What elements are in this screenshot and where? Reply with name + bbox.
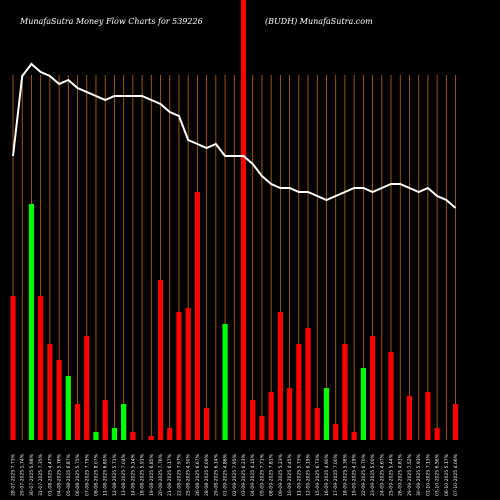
x-tick-label: 12-09-2025 6.19% bbox=[306, 453, 312, 496]
x-tick-label: 24-09-2025 4.67% bbox=[379, 453, 385, 496]
chart-subtitle: (BUDH) MunafaSutra.com bbox=[265, 17, 373, 26]
x-tick-label: 30-07-2025 5.98% bbox=[29, 453, 35, 496]
flow-bar bbox=[204, 408, 210, 440]
flow-bar bbox=[56, 360, 62, 440]
x-tick-label: 17-09-2025 7.00% bbox=[333, 453, 339, 496]
x-tick-label: 05-09-2025 7.71% bbox=[259, 453, 265, 496]
flow-bar bbox=[148, 436, 154, 440]
x-tick-label: 22-08-2025 7.97% bbox=[176, 453, 182, 496]
x-tick-label: 11-08-2025 6.80% bbox=[103, 453, 109, 496]
x-tick-label: 08-09-2025 7.81% bbox=[269, 453, 275, 496]
x-tick-label: 05-08-2025 6.87% bbox=[66, 453, 72, 496]
flow-bar bbox=[157, 280, 164, 440]
flow-bar bbox=[10, 296, 16, 440]
flow-bar bbox=[121, 404, 127, 440]
x-tick-label: 13-08-2025 7.04% bbox=[121, 453, 127, 496]
flow-bar bbox=[28, 204, 35, 440]
x-tick-label: 19-09-2025 4.29% bbox=[352, 453, 358, 496]
flow-bar bbox=[65, 376, 71, 440]
x-tick-label: 29-09-2025 7.52% bbox=[407, 453, 413, 496]
x-tick-label: 03-10-2025 6.56% bbox=[435, 453, 441, 496]
x-tick-label: 10-09-2025 4.45% bbox=[287, 453, 293, 496]
flow-bar bbox=[351, 432, 357, 440]
x-tick-label: 14-08-2025 5.14% bbox=[130, 453, 136, 496]
flow-bar bbox=[369, 336, 376, 440]
x-tick-label: 29-07-2025 1.74% bbox=[20, 453, 26, 496]
flow-bar bbox=[333, 424, 339, 440]
x-tick-label: 25-09-2025 5.44% bbox=[389, 453, 395, 496]
flow-bar bbox=[167, 428, 173, 440]
price-line bbox=[12, 62, 457, 209]
x-tick-label: 26-09-2025 4.81% bbox=[398, 453, 404, 496]
flow-bar bbox=[102, 400, 108, 440]
flow-bar bbox=[452, 404, 459, 440]
x-tick-label: 21-08-2025 6.17% bbox=[167, 453, 173, 496]
x-tick-label: 01-08-2025 4.47% bbox=[47, 453, 53, 496]
flow-bar bbox=[425, 392, 431, 440]
chart-title: MunafaSutra Money Flow Charts for 539226 bbox=[19, 17, 203, 26]
flow-bar bbox=[130, 432, 136, 440]
flow-bar bbox=[47, 344, 53, 440]
x-tick-label: 30-09-2025 5.93% bbox=[416, 453, 422, 496]
flow-bar bbox=[93, 432, 99, 440]
flow-bar bbox=[250, 400, 256, 440]
x-tick-label: 26-08-2025 6.67% bbox=[195, 453, 201, 496]
flow-bar bbox=[194, 192, 200, 440]
flow-bar bbox=[360, 368, 366, 440]
x-tick-label: 04-09-2025 4.15% bbox=[250, 453, 256, 496]
x-tick-label: 29-08-2025 6.14% bbox=[213, 453, 219, 496]
x-tick-label: 07-10-2025 4.06% bbox=[453, 453, 459, 496]
flow-bar bbox=[84, 336, 90, 440]
x-tick-label: 22-09-2025 6.70% bbox=[361, 453, 367, 496]
x-tick-label: 02-09-2025 7.95% bbox=[232, 453, 238, 496]
flow-bar bbox=[268, 392, 274, 440]
flow-bar bbox=[185, 308, 191, 440]
flow-bar bbox=[296, 344, 302, 440]
flow-bar bbox=[240, 0, 247, 440]
x-tick-label: 16-09-2025 4.90% bbox=[324, 453, 330, 496]
x-tick-label: 07-08-2025 7.79% bbox=[84, 453, 90, 496]
x-tick-label: 25-08-2025 4.50% bbox=[186, 453, 192, 496]
x-tick-label: 15-09-2025 6.73% bbox=[315, 453, 321, 496]
x-tick-label: 18-08-2025 5.91% bbox=[140, 453, 146, 496]
flow-bar bbox=[305, 328, 311, 440]
flow-bar bbox=[406, 396, 413, 440]
flow-bar bbox=[74, 404, 81, 440]
flow-bar bbox=[287, 388, 293, 440]
flow-bar bbox=[314, 408, 320, 440]
x-tick-label: 09-09-2025 5.23% bbox=[278, 453, 284, 496]
x-tick-label: 08-08-2025 8.07% bbox=[93, 453, 99, 496]
flow-bar bbox=[38, 296, 44, 440]
price-line-layer bbox=[12, 62, 457, 209]
x-tick-label: 28-07-2025 7.73% bbox=[11, 453, 17, 496]
x-tick-label: 18-09-2025 5.38% bbox=[342, 453, 348, 496]
flow-bar bbox=[176, 312, 182, 440]
x-tick-label: 28-08-2025 6.09% bbox=[204, 453, 210, 496]
x-tick-label: 23-09-2025 5.00% bbox=[370, 453, 376, 496]
x-tick-label: 01-09-2025 4.86% bbox=[223, 453, 229, 496]
x-tick-label: 06-10-2025 5.17% bbox=[444, 453, 450, 496]
flow-bar bbox=[259, 416, 265, 440]
x-tick-label: 31-07-2025 7.35% bbox=[38, 453, 44, 496]
bars bbox=[10, 0, 459, 440]
x-tick-label: 03-09-2025 6.23% bbox=[241, 453, 247, 496]
flow-bar bbox=[323, 388, 330, 440]
flow-bar bbox=[434, 428, 440, 440]
x-tick-labels: 28-07-2025 7.73% 29-07-2025 1.74% 30-07-20… bbox=[11, 453, 460, 496]
x-tick-label: 04-08-2025 5.76% bbox=[57, 453, 63, 496]
flow-bar bbox=[222, 324, 228, 440]
flow-bar bbox=[277, 312, 283, 440]
x-tick-label: 12-08-2025 5.71% bbox=[112, 453, 118, 496]
x-tick-label: 01-10-2025 7.13% bbox=[425, 453, 431, 496]
x-tick-label: 20-08-2025 7.76% bbox=[158, 453, 164, 496]
flow-bar bbox=[111, 428, 118, 440]
x-tick-label: 06-08-2025 5.75% bbox=[75, 453, 81, 496]
x-tick-label: 11-09-2025 5.73% bbox=[296, 453, 302, 496]
flow-bar bbox=[388, 352, 394, 440]
x-tick-label: 19-08-2025 6.85% bbox=[149, 453, 155, 496]
flow-bar bbox=[342, 344, 348, 440]
